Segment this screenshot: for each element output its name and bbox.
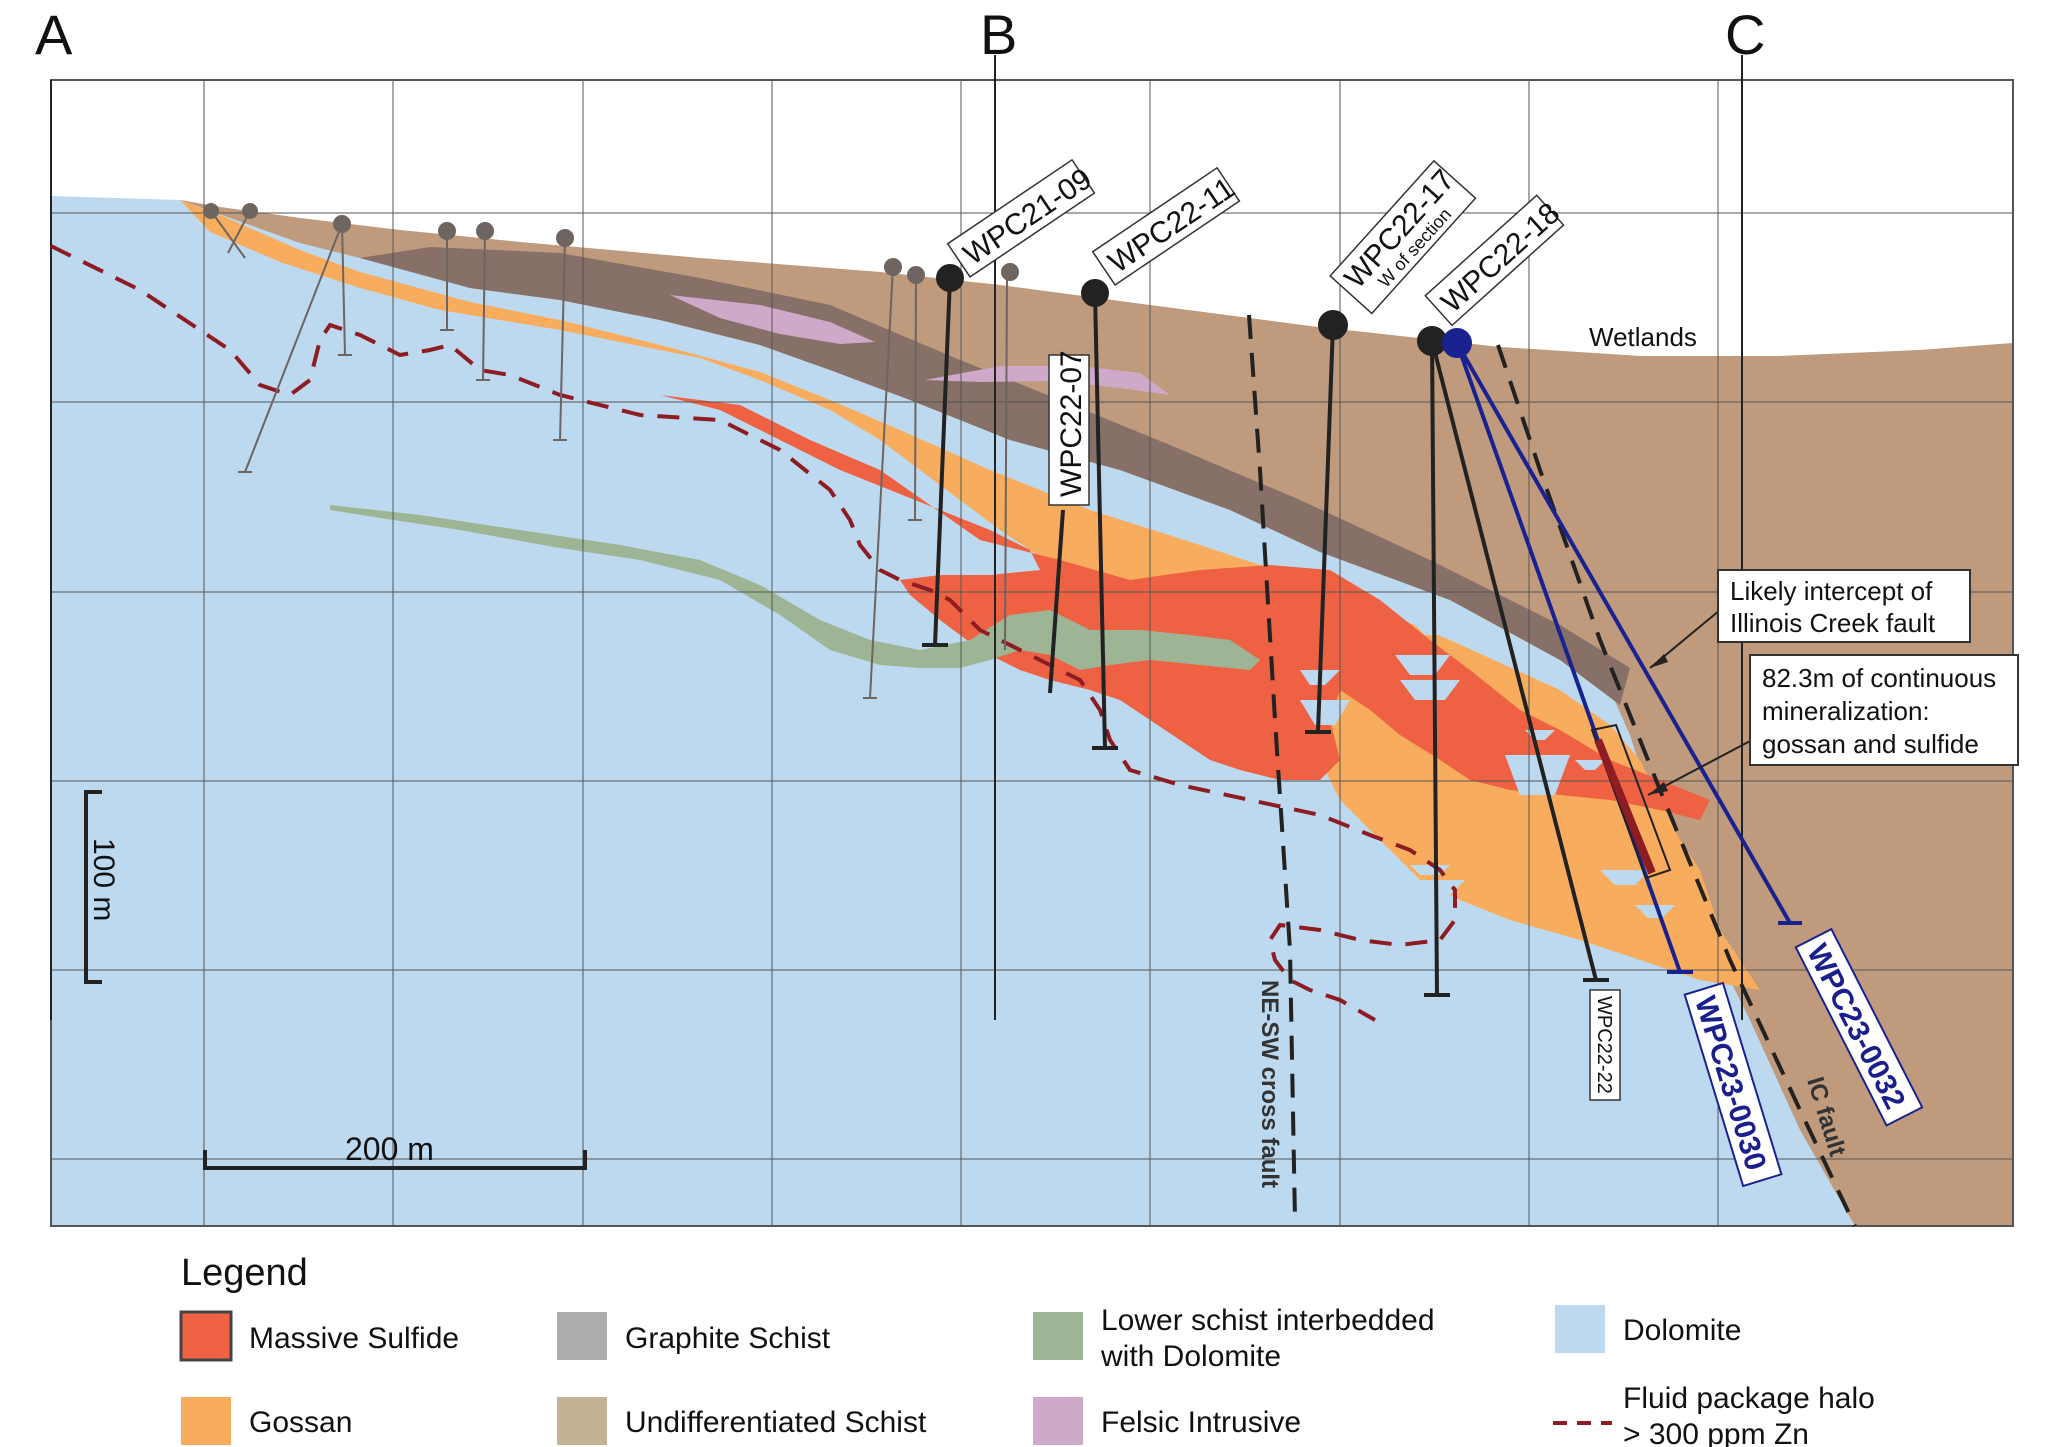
- svg-text:WPC22-22: WPC22-22: [1593, 996, 1615, 1094]
- legend-swatch-felsic-intrusive: [1033, 1397, 1083, 1445]
- legend-label-massive-sulfide: Massive Sulfide: [249, 1322, 459, 1355]
- horizontal-scale-label: 200 m: [345, 1131, 434, 1167]
- dolomite-lens: [1505, 755, 1570, 795]
- legend-title: Legend: [181, 1252, 308, 1294]
- svg-text:Likely intercept of: Likely intercept of: [1730, 576, 1933, 606]
- legend-swatch-massive-sulfide: [179, 1310, 233, 1362]
- historic-drillholes: [203, 203, 1019, 699]
- ne-sw-fault-label: NE-SW cross fault: [1256, 980, 1283, 1188]
- lower-schist-unit: [330, 505, 1260, 670]
- legend-swatch-dolomite: [1555, 1305, 1605, 1353]
- fluid-halo-line: [50, 244, 1457, 1022]
- dolomite-lens: [1300, 700, 1350, 725]
- ne-sw-cross-fault: [1247, 314, 1297, 1221]
- legend-swatch-graphite-schist: [557, 1312, 607, 1360]
- section-letter-b: B: [980, 3, 1017, 66]
- legend-label-gossan: Gossan: [249, 1406, 352, 1439]
- legend-swatch-gossan: [181, 1397, 231, 1445]
- legend-label-lower-schist-2: with Dolomite: [1100, 1340, 1281, 1373]
- legend-label-graphite-schist: Graphite Schist: [625, 1322, 831, 1355]
- svg-text:gossan and sulfide: gossan and sulfide: [1762, 729, 1979, 759]
- section-letter-a: A: [35, 3, 73, 66]
- legend-label-felsic-intrusive: Felsic Intrusive: [1101, 1406, 1301, 1439]
- drillholes-black: [922, 264, 1609, 997]
- gossan-unit-upper: [180, 200, 1760, 990]
- dolomite-lens: [1575, 760, 1605, 770]
- legend-label-halo-1: Fluid package halo: [1623, 1382, 1875, 1415]
- legend-label-undifferentiated-schist: Undifferentiated Schist: [625, 1406, 927, 1439]
- section-letter-c: C: [1725, 3, 1765, 66]
- massive-sulfide-unit: [660, 395, 1710, 820]
- felsic-intrusive-lens-2: [925, 366, 1170, 395]
- callout-illinois-creek: Likely intercept of Illinois Creek fault: [1649, 569, 1971, 669]
- svg-text:82.3m of continuous: 82.3m of continuous: [1762, 663, 1996, 693]
- label-wpc22-17: WPC22-17 W of section: [1329, 159, 1477, 315]
- legend-label-dolomite: Dolomite: [1623, 1314, 1741, 1347]
- dolomite-lens: [1600, 870, 1650, 885]
- legend-swatch-lower-schist: [1033, 1312, 1083, 1360]
- mineralization-interval-box: [1590, 723, 1672, 880]
- mineralization-interval-mark: [1594, 738, 1656, 875]
- legend-label-lower-schist-1: Lower schist interbedded: [1101, 1304, 1435, 1337]
- label-wpc22-22: WPC22-22: [1589, 989, 1621, 1101]
- legend-swatch-undifferentiated-schist: [557, 1397, 607, 1445]
- wetlands-label: Wetlands: [1589, 322, 1697, 352]
- horizontal-scale-bar: [203, 1150, 587, 1170]
- vertical-scale-label: 100 m: [87, 838, 120, 921]
- legend: Legend Massive Sulfide Gossan Graphite S…: [179, 1252, 1875, 1447]
- legend-label-halo-2: > 300 ppm Zn: [1623, 1418, 1809, 1447]
- dolomite-lens: [1635, 905, 1675, 918]
- svg-text:WPC22-07: WPC22-07: [1055, 350, 1088, 497]
- callout-mineralization: 82.3m of continuous mineralization: goss…: [1647, 654, 2019, 796]
- geology-layers: [51, 80, 2013, 1226]
- svg-text:mineralization:: mineralization:: [1762, 696, 1930, 726]
- dolomite-lens: [1400, 680, 1460, 700]
- label-wpc22-07: WPC22-07: [1048, 350, 1090, 506]
- undifferentiated-schist-unit: [180, 200, 2013, 1226]
- vertical-scale-bar: [84, 790, 102, 984]
- svg-text:Illinois Creek fault: Illinois Creek fault: [1730, 608, 1936, 638]
